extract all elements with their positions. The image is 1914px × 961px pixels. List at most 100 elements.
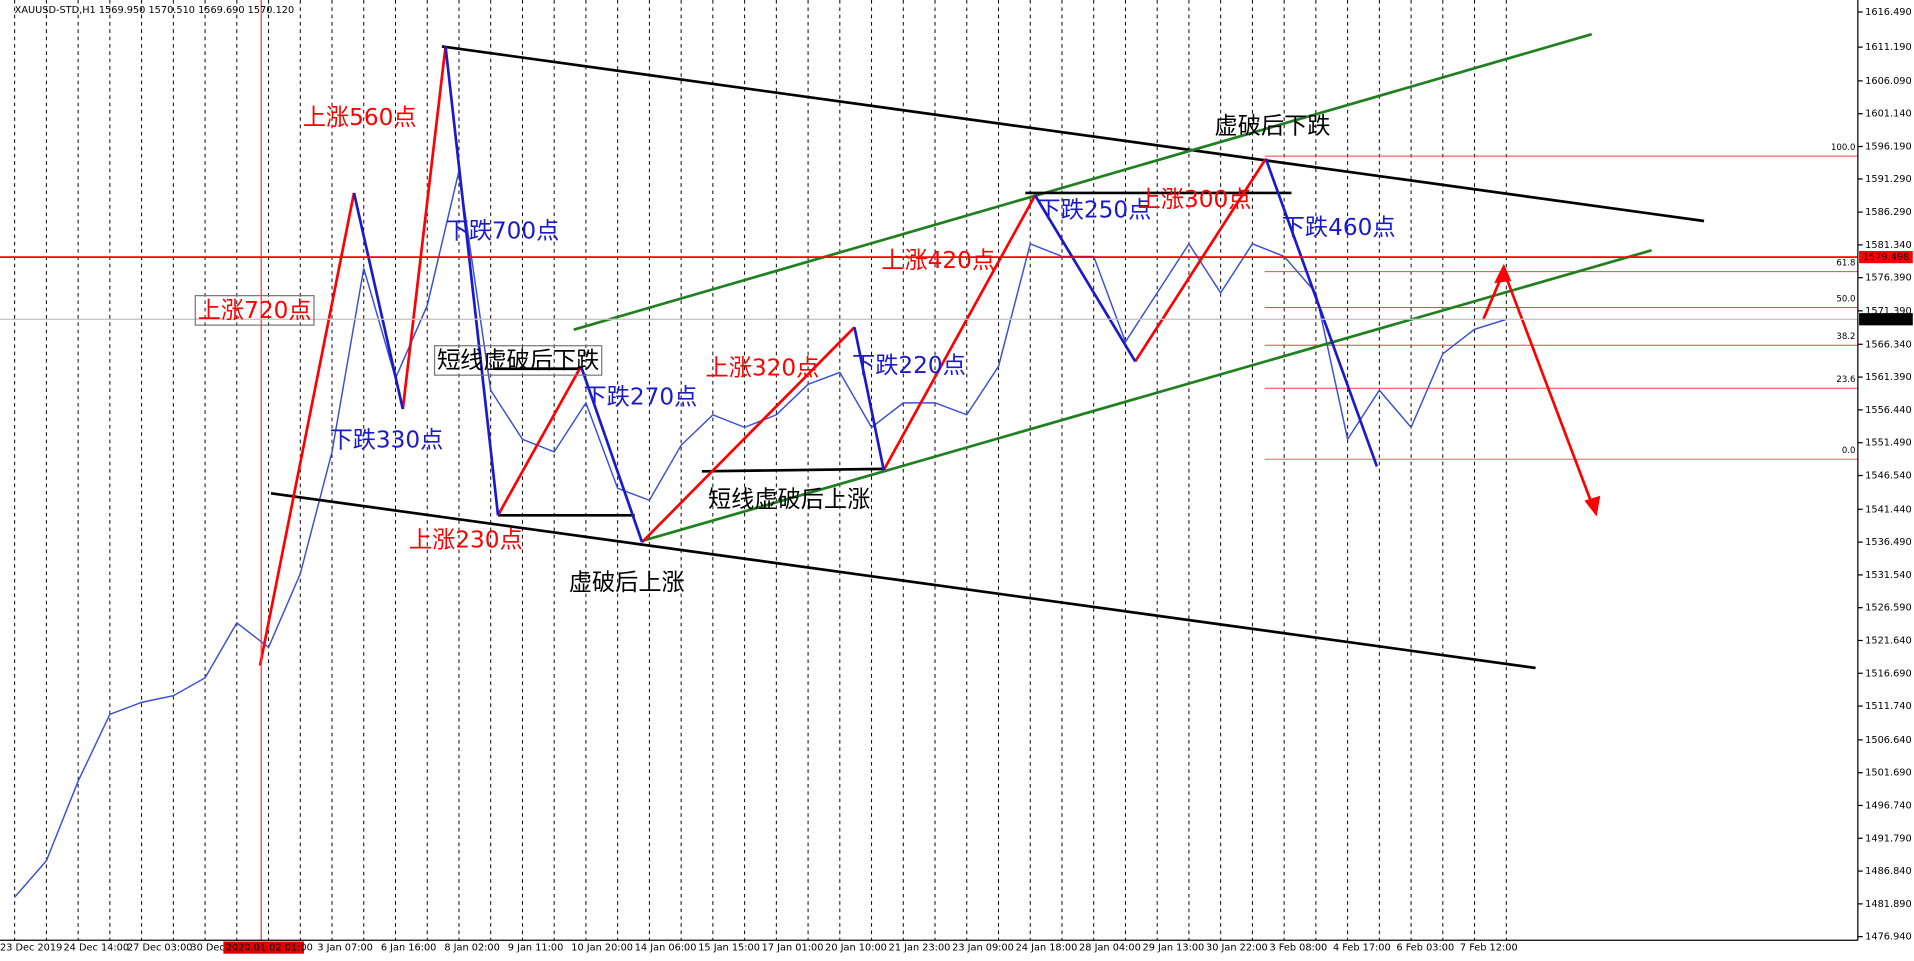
x-tick-label: 28 Jan 04:00	[1079, 943, 1141, 954]
x-tick-label: 23 Dec 2019	[0, 943, 62, 954]
annotation: 虚破后下跌	[1215, 112, 1331, 139]
forecast-arrow	[1502, 270, 1595, 508]
annotation: 下跌700点	[446, 218, 560, 245]
annotation: 下跌220点	[852, 352, 966, 379]
y-tick-label: 1531.540	[1865, 570, 1912, 581]
price-tag	[1859, 313, 1913, 326]
y-tick-label: 1556.440	[1865, 405, 1912, 416]
annotation: 下跌330点	[330, 426, 444, 453]
trend-line	[270, 491, 1536, 670]
y-tick-label: 1541.440	[1865, 504, 1912, 515]
y-tick-label: 1591.290	[1865, 174, 1912, 185]
annotation: 短线虚破后上涨	[708, 486, 870, 513]
y-tick-label: 1496.740	[1865, 800, 1912, 811]
y-tick-label: 1551.490	[1865, 438, 1912, 449]
x-tick-label: 30 Dec	[190, 943, 224, 954]
up-leg	[641, 326, 856, 544]
down-leg	[1033, 194, 1137, 363]
y-tick-label: 1606.090	[1865, 76, 1912, 87]
chart-title: XAUUSD-STD,H1 1569.950 1570.510 1569.690…	[15, 5, 295, 16]
y-tick-label: 1486.840	[1865, 866, 1912, 877]
fib-label: 38.2	[1836, 332, 1855, 342]
annotation: 上涨720点	[198, 297, 312, 324]
annotation-box	[194, 295, 315, 326]
annotation: 上涨320点	[706, 354, 820, 381]
y-tick-label: 1601.140	[1865, 109, 1912, 120]
y-tick-label: 1491.790	[1865, 833, 1912, 844]
y-tick-label: 1501.690	[1865, 768, 1912, 779]
x-tick-label: 23 Jan 09:00	[952, 943, 1014, 954]
up-leg	[882, 194, 1037, 471]
x-tick-label: 27 Dec 03:00	[127, 943, 193, 954]
price-tag-label: 1570.120	[1863, 314, 1910, 325]
annotation: 短线虚破后下跌	[437, 347, 599, 374]
x-tick-label: 9 Jan 11:00	[508, 943, 564, 954]
y-tick-label: 1596.190	[1865, 142, 1912, 153]
fib-label: 100.0	[1831, 143, 1855, 153]
annotation: 下跌270点	[583, 384, 697, 411]
down-leg	[1264, 158, 1379, 467]
up-leg	[496, 365, 583, 516]
y-tick-label: 1566.340	[1865, 339, 1912, 350]
up-leg	[258, 192, 356, 666]
price-tag	[1859, 250, 1913, 264]
annotation: 上涨230点	[409, 526, 523, 553]
fibonacci: 100.0 61.8 50.0 38.2 23.6 0.0	[1264, 143, 1858, 460]
x-tick-label: 3 Feb 08:00	[1269, 943, 1327, 954]
drawings	[258, 32, 1705, 670]
y-tick-label: 1571.390	[1865, 306, 1912, 317]
y-tick-label: 1576.390	[1865, 273, 1912, 284]
x-tick-label: 21 Jan 23:00	[889, 943, 951, 954]
x-tick-label: 15 Jan 15:00	[698, 943, 760, 954]
y-tick-label: 1516.690	[1865, 668, 1912, 679]
level-line	[701, 467, 884, 473]
x-tick-label: 6 Feb 03:00	[1396, 943, 1454, 954]
y-tick-label: 1506.640	[1865, 735, 1912, 746]
x-tick-label: 6 Jan 16:00	[381, 943, 437, 954]
y-tick-label: 1476.940	[1865, 932, 1912, 943]
crosshair-label: 2020.01.02 01:00	[226, 943, 313, 954]
trend-line	[441, 45, 1705, 223]
x-tick-label: 24 Jan 18:00	[1016, 943, 1078, 954]
y-tick-label: 1481.890	[1865, 899, 1912, 910]
channel-line	[641, 249, 1652, 543]
x-tick-label: 4 Feb 17:00	[1333, 943, 1391, 954]
x-tick-label: 3 Jan 07:00	[317, 943, 373, 954]
x-tick-label: 17 Jan 01:00	[762, 943, 824, 954]
y-tick-label: 1581.340	[1865, 240, 1912, 251]
overlay: 1579.498 1570.120 2020.01.02 01:00 上涨560点下跌…	[0, 104, 1913, 954]
arrow-head	[1584, 495, 1601, 517]
annotation: 上涨300点	[1138, 186, 1252, 213]
x-tick-label: 30 Jan 22:00	[1206, 943, 1268, 954]
y-tick-label: 1616.490	[1865, 7, 1912, 18]
annotation: 上涨420点	[881, 247, 995, 274]
y-tick-label: 1526.590	[1865, 603, 1912, 614]
price-tag-label: 1579.498	[1863, 252, 1910, 263]
y-tick-label: 1586.290	[1865, 207, 1912, 218]
fib-label: 0.0	[1842, 446, 1856, 456]
down-leg	[853, 326, 886, 471]
crosshair-tag	[223, 941, 304, 954]
x-tick-label: 8 Jan 02:00	[444, 943, 500, 954]
x-tick-label: 20 Jan 10:00	[825, 943, 887, 954]
fib-label: 61.8	[1836, 259, 1855, 269]
y-tick-label: 1611.190	[1865, 42, 1912, 53]
down-leg	[444, 46, 500, 516]
annotation-box	[433, 345, 603, 376]
annotation: 上涨560点	[303, 104, 417, 131]
y-tick-label: 1511.740	[1865, 701, 1912, 712]
channel-line	[573, 32, 1593, 331]
up-leg	[1134, 158, 1267, 363]
x-tick-label: 10 Jan 20:00	[571, 943, 633, 954]
x-tick-label: 14 Jan 06:00	[635, 943, 697, 954]
y-tick-label: 1536.490	[1865, 537, 1912, 548]
annotation: 下跌250点	[1038, 197, 1152, 224]
up-leg	[401, 46, 447, 410]
y-tick-label: 1561.390	[1865, 372, 1912, 383]
x-tick-label: 7 Feb 12:00	[1460, 943, 1518, 954]
x-tick-label: 29 Jan 13:00	[1143, 943, 1205, 954]
y-tick-label: 1546.540	[1865, 470, 1912, 481]
